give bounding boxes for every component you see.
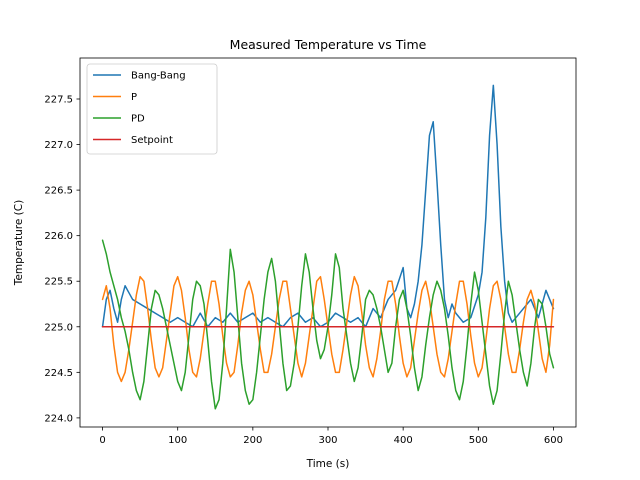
y-tick-label: 224.0: [44, 413, 73, 424]
x-tick-label: 200: [243, 435, 262, 446]
x-tick-label: 400: [394, 435, 413, 446]
x-tick-label: 600: [544, 435, 563, 446]
y-tick-label: 224.5: [44, 368, 73, 379]
x-tick-label: 300: [318, 435, 337, 446]
x-axis-label: Time (s): [306, 458, 350, 470]
y-tick-label: 225.0: [44, 322, 73, 333]
legend: Bang-Bang P PD Setpoint: [86, 63, 218, 155]
legend-label-setpoint: Setpoint: [131, 135, 173, 146]
y-tick-label: 226.5: [44, 186, 73, 197]
y-tick-label: 227.5: [44, 95, 73, 106]
x-axis-ticks: 0 100 200 300 400 500 600: [99, 427, 563, 446]
y-tick-label: 225.5: [44, 277, 73, 288]
plot-area: [79, 57, 577, 428]
y-axis-label: Temperature (C): [13, 200, 25, 286]
legend-label-p: P: [131, 92, 137, 103]
x-tick-label: 100: [168, 435, 187, 446]
legend-label-bang-bang: Bang-Bang: [131, 71, 186, 82]
chart-title: Measured Temperature vs Time: [230, 37, 427, 52]
series-line-bang-bang: [101, 84, 555, 328]
x-tick-label: 500: [469, 435, 488, 446]
x-tick-label: 0: [99, 435, 105, 446]
y-tick-label: 227.0: [44, 140, 73, 151]
series-lines: [101, 84, 555, 410]
y-axis-ticks: 224.0 224.5 225.0 225.5 226.0 226.5 227.0 227.5: [44, 95, 80, 424]
legend-box: [86, 63, 218, 155]
legend-label-pd: PD: [131, 114, 145, 125]
y-tick-label: 226.0: [44, 231, 73, 242]
